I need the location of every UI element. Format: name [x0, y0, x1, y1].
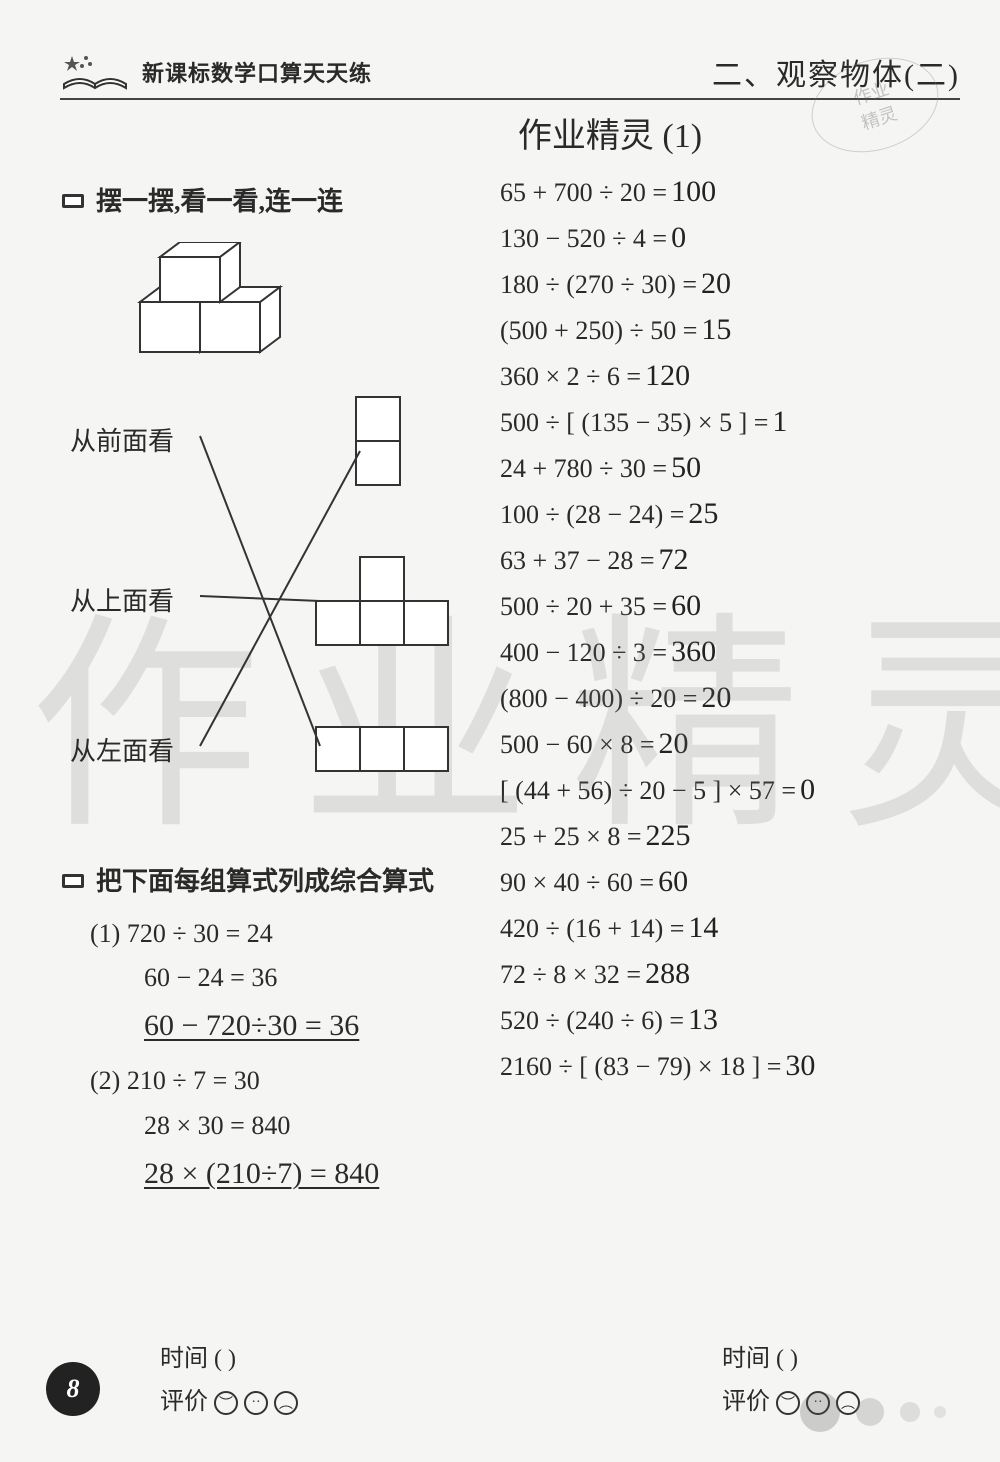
problem-row: (800 − 400) ÷ 20 =20 — [500, 681, 960, 715]
problem-row: 500 ÷ 20 + 35 =60 — [500, 589, 960, 623]
problem-answer: 360 — [671, 635, 716, 669]
problem-expression: 25 + 25 × 8 = — [500, 822, 642, 852]
face-neutral-icon: ·· — [244, 1391, 268, 1415]
problem-answer: 13 — [688, 1003, 718, 1037]
problem-row: [ (44 + 56) ÷ 20 − 5 ] × 57 =0 — [500, 773, 960, 807]
problem-expression: 24 + 780 ÷ 30 = — [500, 454, 667, 484]
rating-faces-left: ︶ ·· ︵ — [214, 1391, 298, 1415]
combine-handwritten: 60 − 720÷30 = 36 — [144, 1000, 480, 1051]
problem-answer: 288 — [645, 957, 690, 991]
combine-handwritten: 28 × (210÷7) = 840 — [144, 1148, 480, 1199]
problem-expression: 130 − 520 ÷ 4 = — [500, 224, 667, 254]
problem-answer: 100 — [671, 175, 716, 209]
problem-answer: 30 — [785, 1049, 815, 1083]
problem-answer: 20 — [701, 267, 731, 301]
problem-expression: 100 ÷ (28 − 24) = — [500, 500, 684, 530]
match-lines — [70, 401, 490, 821]
problem-expression: 360 × 2 ÷ 6 = — [500, 362, 641, 392]
section2-title: 把下面每组算式列成综合算式 — [60, 861, 480, 898]
bullet-icon — [60, 189, 88, 211]
problem-expression: 2160 ÷ [ (83 − 79) × 18 ] = — [500, 1052, 781, 1082]
problem-answer: 1 — [772, 405, 787, 439]
face-sad-icon: ︵ — [274, 1391, 298, 1415]
problem-row: 180 ÷ (270 ÷ 30) =20 — [500, 267, 960, 301]
combine-item: (2) 210 ÷ 7 = 3028 × 30 = 84028 × (210÷7… — [90, 1059, 480, 1198]
problem-expression: (500 + 250) ÷ 50 = — [500, 316, 697, 346]
problem-row: (500 + 250) ÷ 50 =15 — [500, 313, 960, 347]
problem-expression: 500 − 60 × 8 = — [500, 730, 655, 760]
left-column: 摆一摆,看一看,连一连 — [60, 175, 480, 1207]
rating-label-left: 评价 — [160, 1389, 208, 1415]
problem-expression: 520 ÷ (240 ÷ 6) = — [500, 1006, 684, 1036]
dots-decoration-icon — [790, 1372, 970, 1432]
problem-row: 520 ÷ (240 ÷ 6) =13 — [500, 1003, 960, 1037]
combine-list: (1) 720 ÷ 30 = 2460 − 24 = 3660 − 720÷30… — [60, 912, 480, 1199]
problem-answer: 120 — [645, 359, 690, 393]
bullet-icon — [60, 869, 88, 891]
content-columns: 摆一摆,看一看,连一连 — [60, 175, 960, 1207]
problem-answer: 72 — [659, 543, 689, 577]
problem-row: 72 ÷ 8 × 32 =288 — [500, 957, 960, 991]
problem-expression: 65 + 700 ÷ 20 = — [500, 178, 667, 208]
problem-row: 25 + 25 × 8 =225 — [500, 819, 960, 853]
problem-answer: 50 — [671, 451, 701, 485]
combine-line: 28 × 30 = 840 — [144, 1104, 480, 1148]
problem-expression: 500 ÷ [ (135 − 35) × 5 ] = — [500, 408, 768, 438]
footer-left: 时间 ( ) 评价 ︶ ·· ︵ — [160, 1338, 298, 1416]
combine-item: (1) 720 ÷ 30 = 2460 − 24 = 3660 − 720÷30… — [90, 912, 480, 1051]
section2-label: 把下面每组算式列成综合算式 — [96, 861, 434, 898]
problem-answer: 25 — [688, 497, 718, 531]
problem-expression: 72 ÷ 8 × 32 = — [500, 960, 641, 990]
problem-answer: 15 — [701, 313, 731, 347]
problem-row: 500 − 60 × 8 =20 — [500, 727, 960, 761]
problem-answer: 20 — [659, 727, 689, 761]
combine-line: (1) 720 ÷ 30 = 24 — [90, 912, 480, 956]
section1-label: 摆一摆,看一看,连一连 — [96, 181, 343, 218]
problem-row: 360 × 2 ÷ 6 =120 — [500, 359, 960, 393]
problem-answer: 60 — [671, 589, 701, 623]
rating-label-right: 评价 — [722, 1389, 770, 1415]
problem-answer: 14 — [688, 911, 718, 945]
problem-row: 63 + 37 − 28 =72 — [500, 543, 960, 577]
face-happy-icon: ︶ — [214, 1391, 238, 1415]
problem-row: 65 + 700 ÷ 20 =100 — [500, 175, 960, 209]
cubes-figure — [120, 242, 340, 372]
problem-expression: 500 ÷ 20 + 35 = — [500, 592, 667, 622]
page-number-badge: 8 — [46, 1362, 100, 1416]
problem-row: 24 + 780 ÷ 30 =50 — [500, 451, 960, 485]
problem-expression: (800 − 400) ÷ 20 = — [500, 684, 697, 714]
problem-row: 130 − 520 ÷ 4 =0 — [500, 221, 960, 255]
matching-exercise: 从前面看 从上面看 从左面看 — [70, 401, 480, 821]
problem-expression: 400 − 120 ÷ 3 = — [500, 638, 667, 668]
problem-expression: 420 ÷ (16 + 14) = — [500, 914, 684, 944]
problem-expression: 63 + 37 − 28 = — [500, 546, 655, 576]
problem-answer: 0 — [800, 773, 815, 807]
problems-list: 65 + 700 ÷ 20 =100130 − 520 ÷ 4 =0180 ÷ … — [500, 175, 960, 1083]
problem-answer: 20 — [701, 681, 731, 715]
series-title: 新课标数学口算天天练 — [142, 56, 372, 88]
problem-answer: 0 — [671, 221, 686, 255]
problem-row: 500 ÷ [ (135 − 35) × 5 ] =1 — [500, 405, 960, 439]
right-column: 65 + 700 ÷ 20 =100130 − 520 ÷ 4 =0180 ÷ … — [500, 175, 960, 1207]
rating-row-left: 评价 ︶ ·· ︵ — [160, 1381, 298, 1416]
section1-title: 摆一摆,看一看,连一连 — [60, 181, 480, 218]
worksheet-page: 作业精灵 新课标数学口算天天练 二、观察物体(二) 作业 精灵 作业精灵 (1) — [0, 0, 1000, 1462]
combine-line: 60 − 24 = 36 — [144, 956, 480, 1000]
problem-row: 2160 ÷ [ (83 − 79) × 18 ] =30 — [500, 1049, 960, 1083]
problem-expression: 90 × 40 ÷ 60 = — [500, 868, 654, 898]
problem-expression: [ (44 + 56) ÷ 20 − 5 ] × 57 = — [500, 776, 796, 806]
problem-row: 90 × 40 ÷ 60 =60 — [500, 865, 960, 899]
problem-row: 100 ÷ (28 − 24) =25 — [500, 497, 960, 531]
problem-row: 400 − 120 ÷ 3 =360 — [500, 635, 960, 669]
time-label-left: 时间 ( ) — [160, 1338, 298, 1373]
time-label-right: 时间 ( ) — [722, 1338, 860, 1373]
book-icon — [60, 50, 130, 94]
problem-answer: 60 — [658, 865, 688, 899]
problem-answer: 225 — [646, 819, 691, 853]
problem-expression: 180 ÷ (270 ÷ 30) = — [500, 270, 697, 300]
problem-row: 420 ÷ (16 + 14) =14 — [500, 911, 960, 945]
combine-line: (2) 210 ÷ 7 = 30 — [90, 1059, 480, 1103]
